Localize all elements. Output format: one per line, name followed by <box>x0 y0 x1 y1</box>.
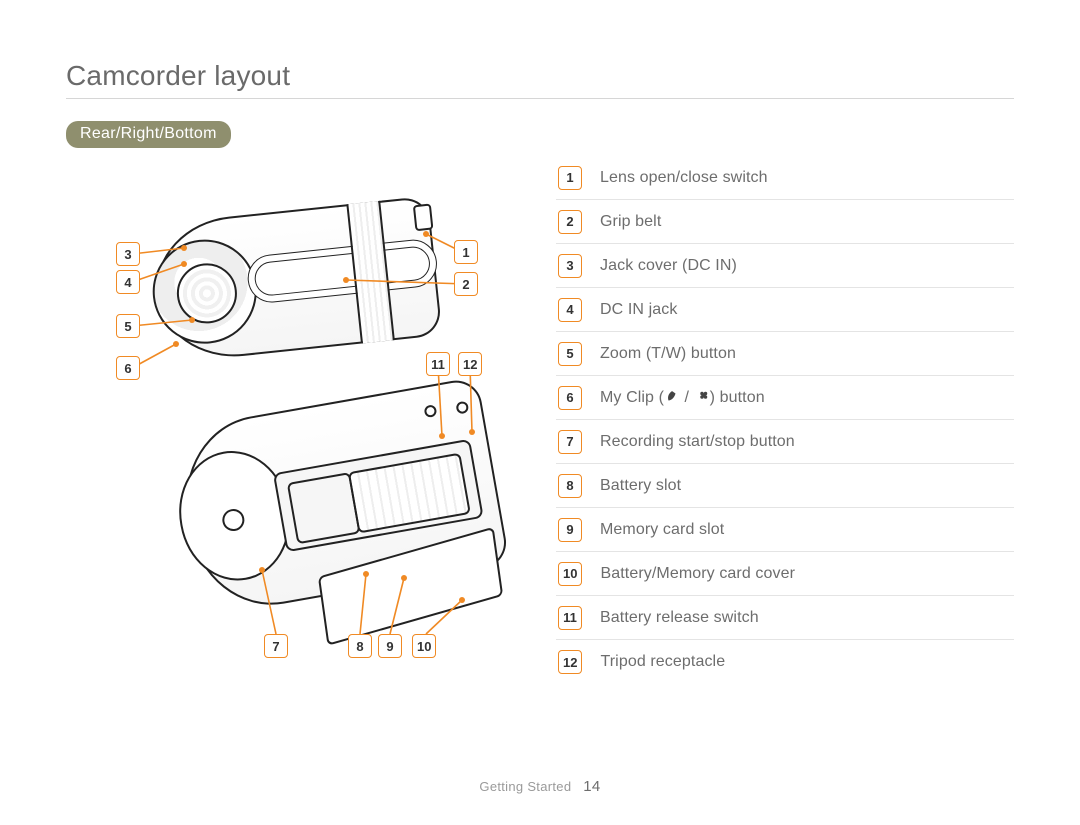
legend-number-box: 5 <box>558 342 582 366</box>
legend-row: 8 Battery slot <box>556 464 1014 508</box>
legend-label: Jack cover (DC IN) <box>600 257 737 275</box>
grip-strap <box>245 237 439 305</box>
legend-label: Tripod receptacle <box>600 653 725 671</box>
legend-number-box: 3 <box>558 254 582 278</box>
page-title: Camcorder layout <box>66 60 1014 92</box>
legend-label: My Clip ( / ) button <box>600 389 765 407</box>
flower-icon <box>695 390 709 404</box>
legend-label: Recording start/stop button <box>600 433 795 451</box>
battery-bay <box>273 439 484 553</box>
legend-column: 1 Lens open/close switch 2 Grip belt 3 Jack c… <box>556 148 1014 684</box>
diagram-callout-7: 7 <box>264 634 288 658</box>
legend-label: Zoom (T/W) button <box>600 345 736 363</box>
legend-row: 4 DC IN jack <box>556 288 1014 332</box>
diagram-callout-6: 6 <box>116 356 140 380</box>
legend-label: DC IN jack <box>600 301 677 319</box>
diagram-callout-12: 12 <box>458 352 482 376</box>
legend-row: 11 Battery release switch <box>556 596 1014 640</box>
footer-section: Getting Started <box>479 779 571 794</box>
tripod-hole <box>424 404 438 418</box>
legend-number-box: 11 <box>558 606 582 630</box>
camcorder-bottom-view <box>172 377 510 618</box>
side-latch <box>346 201 394 344</box>
legend-label: Lens open/close switch <box>600 169 768 187</box>
legend-number-box: 10 <box>558 562 582 586</box>
legend-label: Memory card slot <box>600 521 724 539</box>
page-footer: Getting Started 14 <box>0 778 1080 795</box>
diagram-callout-2: 2 <box>454 272 478 296</box>
camcorder-right-view <box>149 196 442 365</box>
camcorder-diagrams: 123456111278910 <box>66 174 556 684</box>
manual-page: Camcorder layout Rear/Right/Bottom <box>0 0 1080 825</box>
legend-number-box: 6 <box>558 386 582 410</box>
legend-label: Battery slot <box>600 477 681 495</box>
legend-number-box: 7 <box>558 430 582 454</box>
legend-row: 10 Battery/Memory card cover <box>556 552 1014 596</box>
legend-number-box: 8 <box>558 474 582 498</box>
legend-row: 5 Zoom (T/W) button <box>556 332 1014 376</box>
diagram-callout-5: 5 <box>116 314 140 338</box>
lens-ring <box>148 234 262 348</box>
legend-row: 12 Tripod receptacle <box>556 640 1014 684</box>
cover-door <box>318 527 503 646</box>
section-subheading: Rear/Right/Bottom <box>66 121 231 148</box>
top-switch <box>413 203 434 231</box>
legend-row: 9 Memory card slot <box>556 508 1014 552</box>
diagram-callout-4: 4 <box>116 270 140 294</box>
legend-number-box: 1 <box>558 166 582 190</box>
legend-label: Grip belt <box>600 213 661 231</box>
diagram-callout-8: 8 <box>348 634 372 658</box>
diagram-column: 123456111278910 <box>66 148 556 684</box>
legend-label: Battery release switch <box>600 609 759 627</box>
leaf-icon <box>665 390 679 404</box>
diagram-callout-11: 11 <box>426 352 450 376</box>
diagram-callout-9: 9 <box>378 634 402 658</box>
legend-row: 6 My Clip ( / ) button <box>556 376 1014 420</box>
diagram-callout-10: 10 <box>412 634 436 658</box>
legend-number-box: 12 <box>558 650 582 674</box>
diagram-callout-1: 1 <box>454 240 478 264</box>
release-switch <box>455 401 469 415</box>
legend-row: 3 Jack cover (DC IN) <box>556 244 1014 288</box>
legend-number-box: 2 <box>558 210 582 234</box>
content-row: 123456111278910 1Lens open/close switch2… <box>66 148 1014 684</box>
legend-label: Battery/Memory card cover <box>600 565 795 583</box>
legend-row: 1 Lens open/close switch <box>556 156 1014 200</box>
diagram-callout-3: 3 <box>116 242 140 266</box>
legend-row: 7 Recording start/stop button <box>556 420 1014 464</box>
legend-row: 2 Grip belt <box>556 200 1014 244</box>
legend-number-box: 4 <box>558 298 582 322</box>
footer-page-number: 14 <box>583 778 600 795</box>
title-rule <box>66 98 1014 99</box>
legend-number-box: 9 <box>558 518 582 542</box>
